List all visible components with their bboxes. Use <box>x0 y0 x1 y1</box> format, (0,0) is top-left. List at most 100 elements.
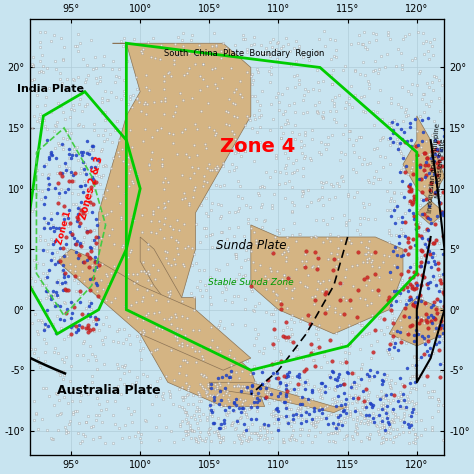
Point <box>305 410 313 418</box>
Text: Zone 1: Zone 1 <box>55 210 73 245</box>
Point <box>351 408 358 415</box>
Point <box>410 438 417 446</box>
Point <box>356 345 363 353</box>
Point <box>331 383 338 391</box>
Point <box>133 95 140 103</box>
Point <box>89 201 97 208</box>
Point <box>435 265 442 273</box>
Point <box>170 400 177 407</box>
Point <box>199 372 207 380</box>
Point <box>324 140 332 147</box>
Point <box>287 387 294 394</box>
Point <box>362 385 370 392</box>
Point <box>410 215 418 223</box>
Point <box>220 386 228 394</box>
Point <box>255 299 263 307</box>
Point <box>100 61 107 69</box>
Point <box>290 99 298 106</box>
Point <box>370 107 377 115</box>
Point <box>88 154 95 162</box>
Point <box>199 182 207 190</box>
Point <box>130 217 138 224</box>
Point <box>232 369 240 376</box>
Point <box>56 385 64 393</box>
Point <box>311 101 319 109</box>
Point <box>144 309 152 317</box>
Point <box>149 210 157 217</box>
Point <box>225 121 233 128</box>
Point <box>335 418 343 425</box>
Point <box>357 238 365 246</box>
Point <box>62 353 69 361</box>
Point <box>174 250 182 257</box>
Point <box>347 393 355 401</box>
Point <box>191 186 198 193</box>
Point <box>411 430 419 438</box>
Point <box>191 427 198 435</box>
Point <box>431 188 439 196</box>
Point <box>266 388 274 395</box>
Point <box>255 346 263 354</box>
Point <box>263 381 271 389</box>
Point <box>308 127 316 134</box>
Point <box>56 410 64 418</box>
Point <box>54 209 61 217</box>
Point <box>346 94 353 101</box>
Point <box>388 195 395 202</box>
Point <box>430 35 438 43</box>
Point <box>328 396 336 403</box>
Point <box>53 289 60 296</box>
Point <box>299 192 306 200</box>
Point <box>28 319 36 326</box>
Point <box>202 387 210 394</box>
Point <box>60 335 67 343</box>
Point <box>367 250 374 258</box>
Point <box>47 37 55 45</box>
Point <box>265 421 273 429</box>
Point <box>240 432 248 440</box>
Point <box>432 305 440 312</box>
Point <box>315 149 323 156</box>
Point <box>118 434 126 441</box>
Point <box>422 316 430 324</box>
Point <box>280 438 287 446</box>
Point <box>107 88 115 96</box>
Point <box>255 391 262 398</box>
Point <box>275 383 283 391</box>
Point <box>367 342 374 349</box>
Point <box>397 392 405 400</box>
Point <box>64 128 71 135</box>
Point <box>354 226 361 233</box>
Point <box>301 263 309 271</box>
Point <box>126 155 133 162</box>
Point <box>216 346 223 354</box>
Point <box>346 409 354 417</box>
Point <box>53 292 61 299</box>
Point <box>61 211 69 219</box>
Point <box>263 388 271 395</box>
Point <box>374 145 381 152</box>
Point <box>280 332 287 340</box>
Point <box>239 404 246 412</box>
Point <box>120 380 128 387</box>
Point <box>126 340 134 348</box>
Text: Zone 4: Zone 4 <box>220 137 295 156</box>
Point <box>195 266 203 274</box>
Point <box>369 410 377 417</box>
Point <box>279 129 286 137</box>
Point <box>314 419 321 426</box>
Point <box>211 380 219 388</box>
Point <box>287 326 294 333</box>
Point <box>342 348 349 356</box>
Point <box>428 302 436 310</box>
Point <box>346 216 353 224</box>
Point <box>379 259 387 266</box>
Point <box>311 423 319 430</box>
Point <box>198 292 205 300</box>
Point <box>133 332 140 340</box>
Point <box>256 138 264 146</box>
Point <box>428 241 435 248</box>
Point <box>350 380 357 388</box>
Point <box>164 259 172 266</box>
Point <box>191 182 199 190</box>
